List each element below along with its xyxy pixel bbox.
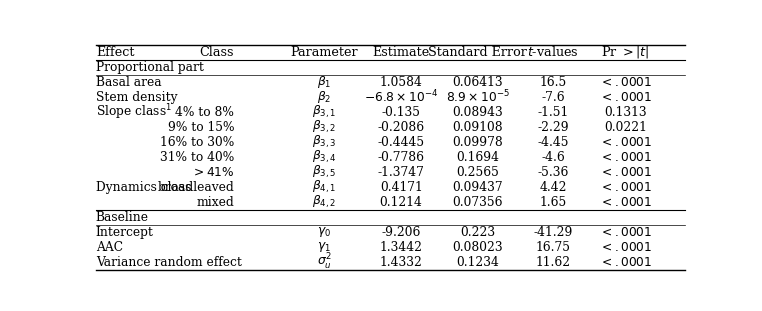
Text: 11.62: 11.62: [536, 256, 571, 269]
Text: -7.6: -7.6: [541, 91, 565, 104]
Text: Slope class$^1$: Slope class$^1$: [96, 102, 172, 122]
Text: 1.0584: 1.0584: [379, 76, 423, 89]
Text: $\beta_{3,5}$: $\beta_{3,5}$: [312, 164, 337, 180]
Text: $\beta_{4,1}$: $\beta_{4,1}$: [312, 179, 337, 195]
Text: 0.09108: 0.09108: [453, 121, 503, 133]
Text: 0.09978: 0.09978: [453, 136, 504, 149]
Text: 0.223: 0.223: [460, 225, 495, 239]
Text: $\beta_{4,2}$: $\beta_{4,2}$: [312, 194, 337, 210]
Text: $<.0001$: $<.0001$: [599, 76, 652, 89]
Text: $<.0001$: $<.0001$: [599, 181, 652, 193]
Text: -0.4445: -0.4445: [378, 136, 424, 149]
Text: 16% to 30%: 16% to 30%: [160, 136, 234, 149]
Text: 1.3442: 1.3442: [379, 241, 423, 253]
Text: Variance random effect: Variance random effect: [96, 256, 242, 269]
Text: Intercept: Intercept: [96, 225, 154, 239]
Text: $8.9\times10^{-5}$: $8.9\times10^{-5}$: [446, 89, 510, 105]
Text: 0.0221: 0.0221: [604, 121, 647, 133]
Text: 0.09437: 0.09437: [453, 181, 503, 193]
Text: Standard Error: Standard Error: [428, 45, 527, 58]
Text: 4.42: 4.42: [539, 181, 567, 193]
Text: $-6.8\times10^{-4}$: $-6.8\times10^{-4}$: [364, 89, 438, 105]
Text: 0.1694: 0.1694: [456, 151, 499, 164]
Text: Class: Class: [200, 45, 234, 58]
Text: $<.0001$: $<.0001$: [599, 196, 652, 209]
Text: 0.4171: 0.4171: [379, 181, 423, 193]
Text: 0.08023: 0.08023: [453, 241, 503, 253]
Text: $t$-values: $t$-values: [527, 45, 579, 59]
Text: $\beta_{3,2}$: $\beta_{3,2}$: [312, 119, 337, 135]
Text: AAC: AAC: [96, 241, 123, 253]
Text: 0.2565: 0.2565: [456, 165, 499, 179]
Text: $\beta_1$: $\beta_1$: [317, 74, 331, 90]
Text: $\gamma_0$: $\gamma_0$: [318, 225, 331, 239]
Text: 0.1214: 0.1214: [379, 196, 423, 209]
Text: Basal area: Basal area: [96, 76, 162, 89]
Text: broadleaved: broadleaved: [157, 181, 234, 193]
Text: Parameter: Parameter: [290, 45, 358, 58]
Text: 0.06413: 0.06413: [453, 76, 503, 89]
Text: -2.29: -2.29: [537, 121, 568, 133]
Text: -0.7786: -0.7786: [378, 151, 424, 164]
Text: $<.0001$: $<.0001$: [599, 241, 652, 253]
Text: Pr $> |t|$: Pr $> |t|$: [601, 44, 650, 60]
Text: Dynamics class: Dynamics class: [96, 181, 191, 193]
Text: 16.5: 16.5: [539, 76, 567, 89]
Text: 0.07356: 0.07356: [453, 196, 503, 209]
Text: $\beta_2$: $\beta_2$: [317, 89, 331, 105]
Text: $\beta_{3,1}$: $\beta_{3,1}$: [312, 104, 337, 120]
Text: $\gamma_1$: $\gamma_1$: [318, 240, 331, 254]
Text: 9% to 15%: 9% to 15%: [168, 121, 234, 133]
Text: Stem density: Stem density: [96, 91, 178, 104]
Text: 0.1234: 0.1234: [456, 256, 499, 269]
Text: 31% to 40%: 31% to 40%: [160, 151, 234, 164]
Text: $<.0001$: $<.0001$: [599, 225, 652, 239]
Text: 1.4332: 1.4332: [379, 256, 423, 269]
Text: -41.29: -41.29: [533, 225, 572, 239]
Text: $<.0001$: $<.0001$: [599, 136, 652, 149]
Text: 4% to 8%: 4% to 8%: [175, 105, 234, 118]
Text: Estimate: Estimate: [373, 45, 430, 58]
Text: Effect: Effect: [96, 45, 134, 58]
Text: $<.0001$: $<.0001$: [599, 151, 652, 164]
Text: mixed: mixed: [197, 196, 234, 209]
Text: Proportional part: Proportional part: [96, 61, 203, 73]
Text: -1.3747: -1.3747: [378, 165, 424, 179]
Text: -4.45: -4.45: [537, 136, 568, 149]
Text: $\beta_{3,4}$: $\beta_{3,4}$: [312, 149, 337, 165]
Text: Baseline: Baseline: [96, 211, 149, 224]
Text: $>41\%$: $>41\%$: [190, 165, 234, 179]
Text: -0.135: -0.135: [382, 105, 421, 118]
Text: $\beta_{3,3}$: $\beta_{3,3}$: [312, 134, 337, 150]
Text: -9.206: -9.206: [382, 225, 421, 239]
Text: $<.0001$: $<.0001$: [599, 256, 652, 269]
Text: 0.08943: 0.08943: [453, 105, 504, 118]
Text: -5.36: -5.36: [537, 165, 568, 179]
Text: 1.65: 1.65: [539, 196, 567, 209]
Text: -0.2086: -0.2086: [378, 121, 424, 133]
Text: -4.6: -4.6: [541, 151, 565, 164]
Text: 0.1313: 0.1313: [604, 105, 647, 118]
Text: -1.51: -1.51: [537, 105, 568, 118]
Text: 16.75: 16.75: [536, 241, 571, 253]
Text: $\sigma_u^2$: $\sigma_u^2$: [317, 252, 331, 272]
Text: $<.0001$: $<.0001$: [599, 165, 652, 179]
Text: $<.0001$: $<.0001$: [599, 91, 652, 104]
